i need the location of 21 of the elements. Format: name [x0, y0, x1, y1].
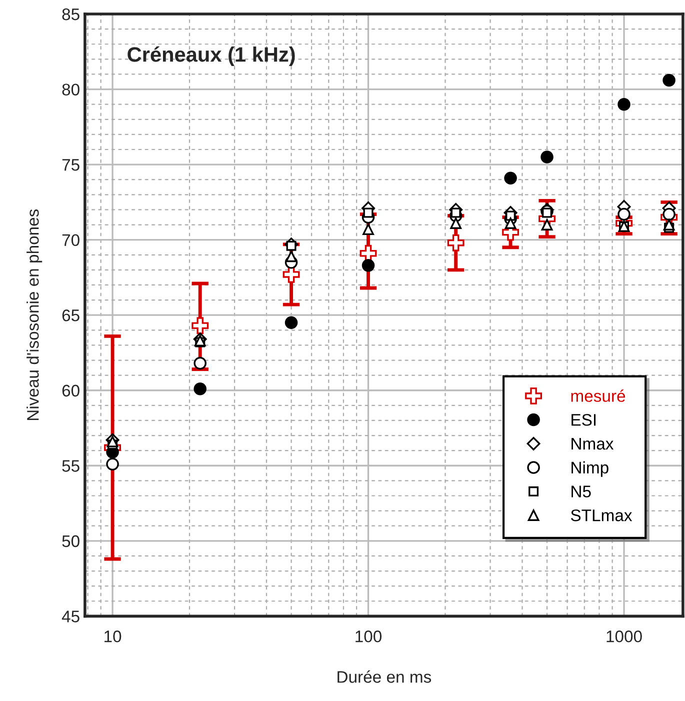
legend-label: Nmax	[572, 438, 614, 450]
y-tick-label: 85	[62, 8, 80, 20]
y-tick-label: 70	[62, 234, 80, 246]
legend-label: N5	[572, 486, 591, 498]
y-tick-label: 45	[62, 610, 80, 622]
y-tick-label: 75	[62, 159, 80, 171]
y-tick-label: 80	[62, 84, 80, 96]
y-tick-label: 55	[62, 460, 80, 472]
y-tick-label: 50	[62, 535, 80, 548]
legend-label: ESI	[572, 414, 596, 426]
y-tick-label: 60	[62, 384, 80, 397]
y-tick-label: 65	[62, 310, 80, 322]
x-tick-label: 1000	[606, 630, 642, 642]
x-tick-label: 100	[356, 630, 382, 642]
legend-label: Nimp	[572, 461, 608, 477]
y-axis-title: Niveau d'isosonie en phones	[26, 209, 42, 420]
legend-label: STLmax	[570, 509, 632, 522]
text: Créneaux (1 kHz)	[128, 46, 295, 66]
legend-label: mesuré	[571, 389, 626, 402]
x-tick-label: 10	[104, 630, 122, 642]
x-axis-title: Durée en ms	[338, 670, 432, 683]
